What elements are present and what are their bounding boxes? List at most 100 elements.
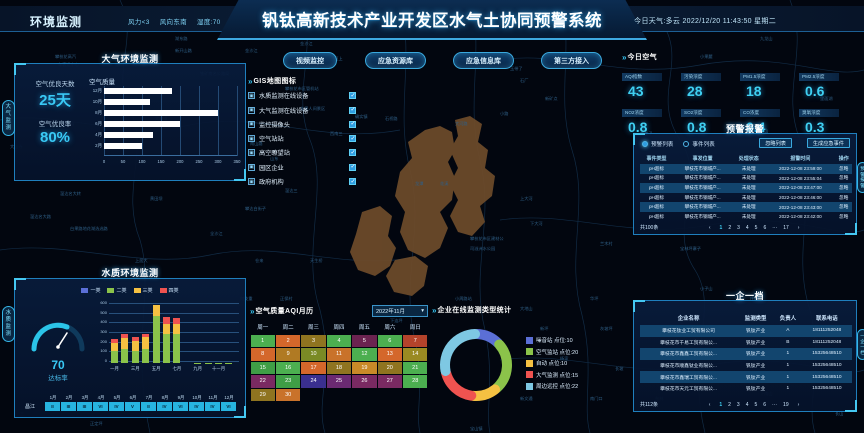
legend-item-2[interactable]: 三类 [133,287,153,294]
gis-item-5[interactable]: ▣ 园区企业 [248,163,356,172]
table-row[interactable]: pH超标 攀枝花市钢城产... 未处理 2022-12-08 23:43:00 忽略 [640,202,852,212]
legend-item-0[interactable]: 一类 [81,287,100,294]
calendar-day[interactable]: 17 [301,361,326,374]
calendar-day[interactable]: 5 [352,334,377,347]
page-number[interactable]: 17 [783,224,789,231]
page-number[interactable]: 6 [763,224,767,231]
table-row[interactable]: 攀枝花市天元工贸有限公... 钒钛产业 1 15325648510 [640,383,852,395]
gis-item-0[interactable]: ▣ 水质监测在线设备 [248,91,356,100]
river-grade-cell[interactable]: II [45,402,60,411]
donut-segment[interactable] [491,339,512,394]
table-row[interactable]: pH超标 攀枝花市钢城产... 未处理 2022-12-08 23:59:00 忽略 [640,164,852,174]
calendar-day[interactable]: 27 [377,375,403,388]
page-number[interactable]: ··· [772,224,778,231]
checkbox-checked-icon[interactable] [349,178,356,186]
checkbox-checked-icon[interactable] [349,163,356,171]
ignore-action-link[interactable]: 忽略 [839,175,849,181]
river-grade-cell[interactable]: IV [109,402,124,411]
donut-legend-item-4[interactable]: 周边远控 点位:22 [526,382,578,390]
calendar-day[interactable]: 2 [275,334,301,347]
page-number[interactable]: 6 [763,401,767,408]
calendar-day[interactable]: 16 [275,361,301,374]
page-number[interactable]: ··· [772,401,778,408]
river-grade-cell[interactable]: IV [157,402,172,411]
nav-video-monitor[interactable]: 视频监控 [283,52,337,69]
donut-legend-item-2[interactable]: 自动 点位:10 [526,359,578,367]
vtab-water[interactable]: 水质监测 [2,306,15,342]
calendar-day[interactable]: 7 [403,334,428,347]
calendar-day[interactable]: 30 [275,388,301,401]
calendar-day[interactable]: 29 [250,388,275,401]
donut-segment[interactable] [468,384,501,401]
donut-legend-item-3[interactable]: 大气监测 点位:15 [526,371,578,379]
page-number[interactable]: 3 [737,224,740,231]
checkbox-checked-icon[interactable] [349,92,356,100]
calendar-day[interactable]: 12 [352,348,377,361]
create-emergency-button[interactable]: 生成应急事件 [806,138,850,148]
vtab-atmosphere[interactable]: 大气监测 [2,100,15,136]
river-grade-cell[interactable]: II [141,402,156,411]
calendar-day[interactable]: 15 [250,361,275,374]
table-row[interactable]: pH超标 攀枝花市钢城产... 未处理 2022-12-08 23:47:00 忽略 [640,183,852,193]
ignore-list-button[interactable]: 忽略列表 [759,138,792,148]
gis-item-4[interactable]: ▣ 高空瞭望站 [248,148,356,157]
alarm-tab-warning[interactable]: 预警列表 [642,140,673,148]
nav-third-party[interactable]: 第三方接入 [541,52,602,69]
river-grade-cell[interactable]: III [61,402,76,411]
page-number[interactable]: 4 [745,224,749,231]
river-grade-cell[interactable]: V [125,402,140,411]
nav-emergency-info[interactable]: 应急信息库 [453,52,514,69]
calendar-day[interactable]: 14 [403,348,428,361]
checkbox-checked-icon[interactable] [349,120,356,128]
page-number[interactable]: 3 [736,401,740,408]
calendar-day[interactable]: 8 [250,348,275,361]
calendar-day[interactable]: 1 [250,334,275,347]
legend-item-3[interactable]: 四类 [159,287,179,294]
nav-emergency-resource[interactable]: 应急资源库 [365,52,426,69]
page-number[interactable]: 2 [728,401,731,408]
page-number[interactable]: 5 [754,224,758,231]
prev-page-button[interactable]: ‹ [708,224,711,231]
next-page-button[interactable]: › [797,224,800,231]
page-number[interactable]: 2 [728,224,732,231]
donut-segment[interactable] [441,367,477,401]
page-number[interactable]: 4 [745,401,749,408]
alarm-side-tag[interactable]: 预警报警 [857,162,864,193]
gis-item-3[interactable]: ▣ 空气站站 [248,134,356,143]
calendar-day[interactable]: 4 [326,334,352,347]
ignore-action-link[interactable]: 忽略 [835,202,852,212]
prev-page-button[interactable]: ‹ [708,401,711,408]
river-grade-cell[interactable]: IV [189,402,204,411]
checkbox-checked-icon[interactable] [349,135,356,143]
calendar-day[interactable]: 23 [275,375,301,388]
calendar-day[interactable]: 19 [352,361,377,374]
donut-legend-item-0[interactable]: 噪音站 点位:10 [526,336,578,344]
river-grade-cell[interactable]: VI [221,402,236,411]
donut-segment[interactable] [471,329,503,349]
table-row[interactable]: 攀枝花市鑫鑫工贸有限公... 钒钛产业 1 15325648510 [640,348,852,360]
calendar-day[interactable]: 9 [275,348,301,361]
calendar-day[interactable]: 24 [301,375,326,388]
table-row[interactable]: pH超标 攀枝花市钢城产... 未处理 2022-12-08 23:42:00 忽略 [640,212,852,222]
alarm-tab-event[interactable]: 事件列表 [683,140,715,148]
ignore-action-link[interactable]: 忽略 [839,213,849,219]
river-grade-cell[interactable]: III [77,402,92,411]
page-number[interactable]: 1 [719,401,723,408]
calendar-day[interactable]: 11 [326,348,352,361]
donut-segment[interactable] [440,329,481,376]
table-row[interactable]: 攀枝花市鑫瑞工贸有限公... 钒钛产业 1 15325648510 [640,371,852,383]
page-number[interactable]: 1 [719,224,723,231]
calendar-day[interactable]: 21 [403,361,428,374]
next-page-button[interactable]: › [797,401,800,408]
calendar-month-select[interactable]: 2022年11月 ▾ [372,305,428,317]
river-grade-cell[interactable]: IV [205,402,220,411]
page-number[interactable]: 5 [754,401,758,408]
calendar-day[interactable]: 26 [352,375,377,388]
calendar-day[interactable]: 6 [377,334,403,347]
donut-legend-item-1[interactable]: 空气监站 点位:20 [526,348,578,356]
checkbox-checked-icon[interactable] [349,106,356,114]
gis-item-1[interactable]: ▣ 大气监测在线设备 [248,106,356,115]
calendar-day[interactable]: 20 [377,361,403,374]
calendar-day[interactable]: 13 [377,348,403,361]
table-row[interactable]: 攀枝花钛业工贸有限公司 钒钛产业 A 18111252048 [640,325,852,337]
